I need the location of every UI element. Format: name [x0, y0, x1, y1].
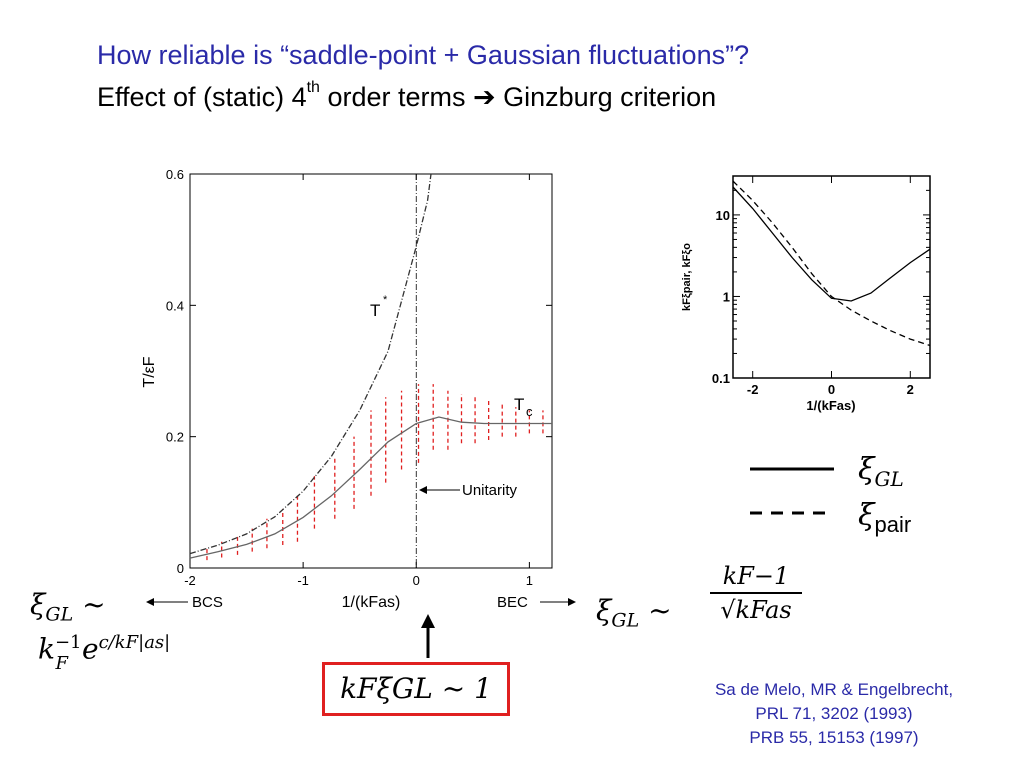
ginzburg-condition-box: kFξGL ~ 1	[322, 662, 510, 716]
inset-frame	[732, 175, 931, 379]
y-tick-label: 0.6	[166, 167, 184, 182]
title-text-after: order terms	[319, 82, 473, 112]
inset-x-tick-label: -2	[747, 382, 759, 397]
y-tick-label: 0	[177, 561, 184, 576]
legend-lines	[750, 467, 834, 515]
inset-x-tick-label: 2	[907, 382, 914, 397]
bcs-arrowhead	[146, 598, 154, 606]
x-axis-label: 1/(kFas)	[342, 594, 401, 611]
x-tick-label: -1	[297, 573, 309, 588]
y-tick-label: 0.2	[166, 430, 184, 445]
inset-y-tick-label: 1	[723, 289, 730, 304]
title-text-end: Ginzburg criterion	[495, 82, 717, 112]
unitarity-arrowhead	[419, 486, 427, 494]
reference-line-2: PRL 71, 3202 (1993)	[755, 704, 913, 723]
bec-fraction: kF−1 √kFas	[706, 562, 806, 624]
fraction-numerator: kF−1	[722, 562, 790, 590]
x-tick-label: -2	[184, 573, 196, 588]
tc-curve	[189, 416, 552, 559]
slide-title-line2: Effect of (static) 4th order terms ➔ Gin…	[97, 79, 717, 113]
xi-gl-bcs-formula: ξGL ~	[30, 588, 106, 626]
inset-x-axis-label: 1/(kFas)	[806, 398, 855, 413]
x-tick-label: 1	[526, 573, 533, 588]
reference-line-3: PRB 55, 15153 (1997)	[749, 728, 919, 747]
xi-gl-bec-formula: ξGL ~	[596, 594, 672, 632]
inset-y-axis-label: kFξpair, kFξo	[681, 243, 693, 311]
slide-title-line1: How reliable is “saddle-point + Gaussian…	[97, 40, 750, 70]
tstar-label: T	[370, 301, 380, 320]
tstar-sup: *	[383, 294, 388, 306]
inset-x-tick-label: 0	[828, 382, 835, 397]
y-tick-label: 0.4	[166, 298, 184, 313]
legend-xi-pair: ξpair	[858, 498, 912, 537]
arrow-up-icon	[421, 614, 435, 658]
tstar-curve	[189, 173, 432, 555]
bec-label: BEC	[497, 594, 528, 611]
bec-arrowhead	[568, 598, 576, 606]
inset-xi-gl-curve	[732, 186, 931, 302]
fraction-denominator: √kFas	[720, 596, 792, 624]
inset-xi-pair-curve	[732, 180, 931, 347]
arrow-right-icon: ➔	[472, 82, 496, 112]
y-axis-label: T/εF	[141, 356, 158, 387]
reference-line-1: Sa de Melo, MR & Engelbrecht,	[714, 680, 954, 699]
references: Sa de Melo, MR & Engelbrecht, PRL 71, 32…	[654, 678, 1014, 750]
title-text-before: Effect of (static) 4	[97, 82, 307, 112]
bcs-label: BCS	[192, 594, 223, 611]
plot-frame	[189, 173, 553, 569]
tc-sub: c	[526, 404, 533, 419]
unitarity-label: Unitarity	[462, 482, 518, 499]
legend-xi-gl: ξGL	[858, 452, 904, 491]
fraction-bar	[710, 592, 802, 594]
tc-label: T	[514, 395, 524, 414]
x-tick-label: 0	[413, 573, 420, 588]
bcs-exponential-formula: k−1F ec/kF|as|	[38, 632, 171, 674]
title-superscript: th	[306, 79, 320, 96]
inset-y-tick-label: 0.1	[712, 371, 730, 386]
inset-y-tick-label: 10	[716, 208, 730, 223]
